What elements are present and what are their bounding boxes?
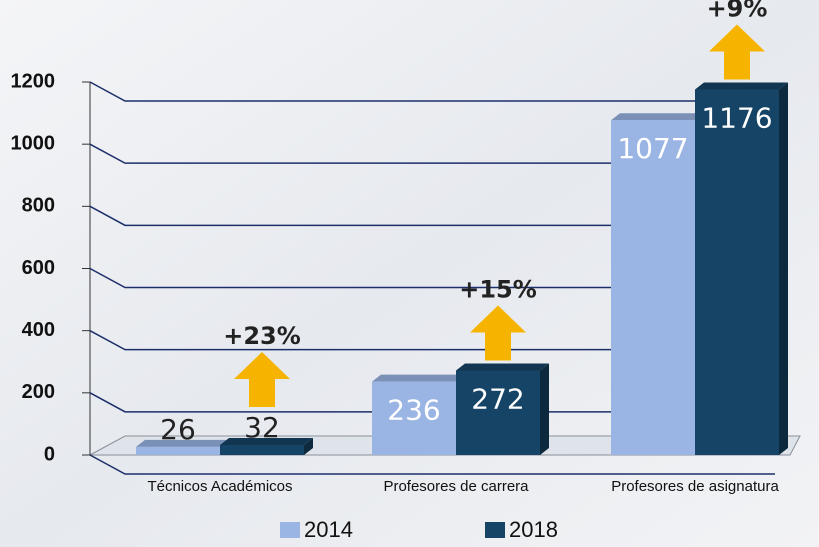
x-tick-label: Profesores de asignatura (611, 478, 779, 495)
bar-front (611, 120, 695, 456)
y-tick-label: 1200 (11, 70, 56, 92)
y-tick-label: 1000 (11, 132, 56, 154)
grid-line (89, 143, 775, 164)
grid-line (89, 205, 775, 227)
bar-top (220, 438, 313, 446)
bar-front (695, 89, 779, 456)
grid-line (89, 454, 775, 475)
annotation: +23% (223, 322, 301, 350)
bar-top (136, 439, 229, 447)
bar (695, 82, 788, 456)
bar-front (220, 445, 304, 455)
legend-label: 2018 (509, 517, 558, 542)
y-tick-label: 800 (22, 195, 55, 217)
y-tick-label: 600 (22, 257, 55, 279)
bar-front (456, 370, 540, 455)
value-label: 32 (244, 411, 280, 444)
grid-line (89, 267, 775, 289)
bar-top (611, 113, 704, 121)
bar-top (372, 374, 465, 382)
bar-top (695, 82, 788, 90)
y-tick-label: 0 (44, 443, 55, 465)
legend-label: 2014 (304, 517, 353, 542)
bar-side (540, 363, 549, 455)
y-tick-label: 400 (22, 319, 55, 341)
bar-side (779, 82, 788, 456)
value-label: 1176 (701, 101, 772, 134)
increase-arrow (470, 305, 526, 361)
bar (220, 438, 313, 455)
value-label: 236 (387, 394, 440, 427)
y-tick-label: 200 (22, 381, 55, 403)
legend-swatch (485, 522, 505, 538)
bar (456, 363, 549, 455)
x-tick-label: Técnicos Académicos (147, 478, 292, 495)
grid-line (89, 330, 775, 351)
legend-swatch (280, 522, 300, 538)
increase-arrow (709, 24, 765, 80)
increase-arrow (234, 352, 290, 408)
value-label: 1077 (617, 132, 688, 165)
annotation: +9% (707, 0, 768, 22)
bar-front (372, 381, 456, 455)
grid-line (89, 81, 775, 102)
x-tick-label: Profesores de carrera (383, 478, 529, 495)
bar-front (136, 446, 220, 455)
annotation: +15% (459, 275, 537, 303)
value-label: 272 (471, 382, 524, 415)
bar-top (456, 363, 549, 371)
bar-side (304, 438, 313, 455)
value-label: 26 (160, 413, 196, 446)
grid-line (89, 392, 775, 413)
